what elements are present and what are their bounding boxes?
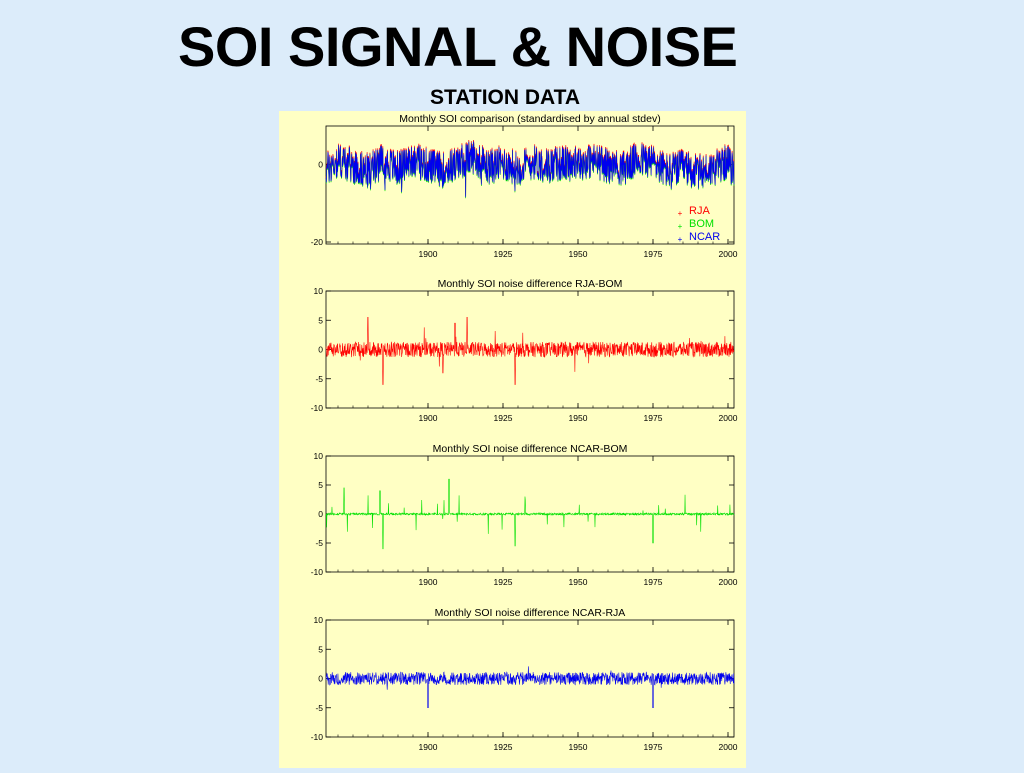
y-tick-label: -10 (311, 732, 324, 742)
y-tick-label: 0 (318, 345, 323, 355)
y-tick-label: 10 (314, 615, 324, 625)
series-line (325, 317, 735, 385)
chart-3: Monthly SOI noise difference NCAR-BOM 190… (311, 443, 738, 587)
x-tick-label: 2000 (719, 249, 738, 259)
x-tick-label: 1950 (569, 742, 588, 752)
x-tick-label: 1975 (644, 742, 663, 752)
series-line-ncar (325, 141, 735, 198)
chart-1: Monthly SOI comparison (standardised by … (311, 113, 738, 259)
y-tick-label: 0 (318, 160, 323, 170)
chart-4: Monthly SOI noise difference NCAR-RJA 190… (311, 607, 738, 752)
x-tick-label: 1900 (419, 413, 438, 423)
legend-marker: + (678, 209, 683, 218)
y-tick-label: 5 (318, 315, 323, 325)
y-tick-label: 5 (318, 644, 323, 654)
x-tick-label: 1900 (419, 249, 438, 259)
y-tick-label: -5 (315, 374, 323, 384)
slide-title: SOI SIGNAL & NOISE (178, 15, 738, 78)
x-tick-label: 1950 (569, 249, 588, 259)
x-tick-label: 1925 (494, 249, 513, 259)
chart-2: Monthly SOI noise difference RJA-BOM 1900… (311, 278, 738, 423)
y-tick-label: 10 (314, 451, 324, 461)
chart-title: Monthly SOI noise difference RJA-BOM (438, 278, 623, 290)
figure-panel: Monthly SOI comparison (standardised by … (279, 111, 746, 768)
x-tick-label: 1975 (644, 577, 663, 587)
y-tick-label: -20 (311, 237, 324, 247)
x-tick-label: 1975 (644, 249, 663, 259)
x-tick-label: 1975 (644, 413, 663, 423)
y-tick-label: 0 (318, 509, 323, 519)
legend-marker: + (678, 235, 683, 244)
x-tick-label: 2000 (719, 742, 738, 752)
y-tick-label: 10 (314, 286, 324, 296)
chart-title: Monthly SOI noise difference NCAR-RJA (435, 607, 626, 619)
chart-title: Monthly SOI comparison (standardised by … (399, 113, 660, 125)
x-tick-label: 2000 (719, 413, 738, 423)
x-tick-label: 1950 (569, 413, 588, 423)
legend-label-rja: RJA (689, 205, 710, 217)
x-tick-label: 1925 (494, 742, 513, 752)
axes-frame (325, 125, 735, 245)
x-tick-label: 1900 (419, 577, 438, 587)
x-tick-label: 1925 (494, 577, 513, 587)
charts-figure: Monthly SOI comparison (standardised by … (311, 113, 738, 752)
x-tick-label: 1925 (494, 413, 513, 423)
x-tick-label: 1900 (419, 742, 438, 752)
series-line (325, 666, 735, 709)
series-line (325, 478, 735, 550)
y-tick-label: -5 (315, 538, 323, 548)
y-tick-label: -10 (311, 567, 324, 577)
x-tick-label: 1950 (569, 577, 588, 587)
y-tick-label: 0 (318, 674, 323, 684)
legend-label-bom: BOM (689, 218, 714, 230)
y-tick-label: 5 (318, 480, 323, 490)
x-tick-label: 2000 (719, 577, 738, 587)
slide-subtitle: STATION DATA (430, 86, 581, 109)
chart-title: Monthly SOI noise difference NCAR-BOM (433, 443, 628, 455)
y-tick-label: -5 (315, 703, 323, 713)
y-tick-label: -10 (311, 403, 324, 413)
legend-marker: + (678, 222, 683, 231)
legend-label-ncar: NCAR (689, 231, 720, 243)
